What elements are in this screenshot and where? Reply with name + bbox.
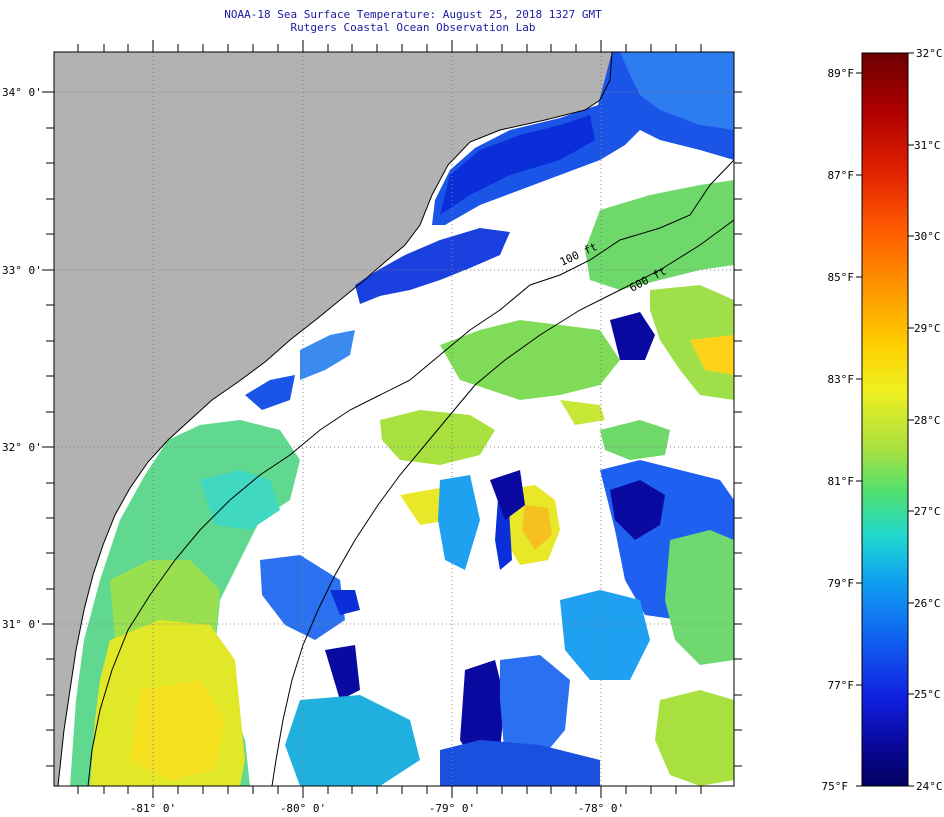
cbar-c-26: 26°C bbox=[914, 597, 941, 610]
lat-label-32: 32° 0' bbox=[2, 441, 42, 454]
cbar-f-87: 87°F bbox=[828, 169, 855, 182]
cbar-f-79: 79°F bbox=[828, 577, 855, 590]
lon-label-79: -79° 0' bbox=[429, 802, 475, 815]
map-frame bbox=[53, 51, 735, 787]
cbar-c-24: 24°C bbox=[916, 780, 943, 793]
lon-label-78: -78° 0' bbox=[578, 802, 624, 815]
lat-label-34: 34° 0' bbox=[2, 86, 42, 99]
land-mass bbox=[54, 52, 612, 786]
cbar-f-75: 75°F bbox=[822, 780, 849, 793]
colorbar-ticks bbox=[856, 52, 914, 787]
cbar-c-32: 32°C bbox=[916, 47, 943, 60]
cbar-f-89: 89°F bbox=[828, 67, 855, 80]
lat-label-33: 33° 0' bbox=[2, 264, 42, 277]
cbar-f-85: 85°F bbox=[828, 271, 855, 284]
map-area bbox=[54, 52, 734, 786]
cbar-c-27: 27°C bbox=[914, 505, 941, 518]
lon-label-81: -81° 0' bbox=[130, 802, 176, 815]
cbar-f-83: 83°F bbox=[828, 373, 855, 386]
lat-label-31: 31° 0' bbox=[2, 618, 42, 631]
temperature-colorbar bbox=[861, 52, 909, 787]
isobath-100ft bbox=[87, 159, 734, 786]
map-ticks bbox=[42, 40, 742, 798]
coastline bbox=[57, 52, 613, 786]
map-subtitle: Rutgers Coastal Ocean Observation Lab bbox=[290, 21, 536, 34]
cbar-c-28: 28°C bbox=[914, 414, 941, 427]
cbar-c-25: 25°C bbox=[914, 688, 941, 701]
cbar-f-77: 77°F bbox=[828, 679, 855, 692]
isobath-600ft bbox=[271, 219, 734, 786]
lon-label-80: -80° 0' bbox=[280, 802, 326, 815]
cbar-c-30: 30°C bbox=[914, 230, 941, 243]
cbar-c-31: 31°C bbox=[914, 139, 941, 152]
cbar-c-29: 29°C bbox=[914, 322, 941, 335]
map-title: NOAA-18 Sea Surface Temperature: August … bbox=[224, 8, 602, 21]
cbar-f-81: 81°F bbox=[828, 475, 855, 488]
graticule bbox=[54, 52, 734, 786]
